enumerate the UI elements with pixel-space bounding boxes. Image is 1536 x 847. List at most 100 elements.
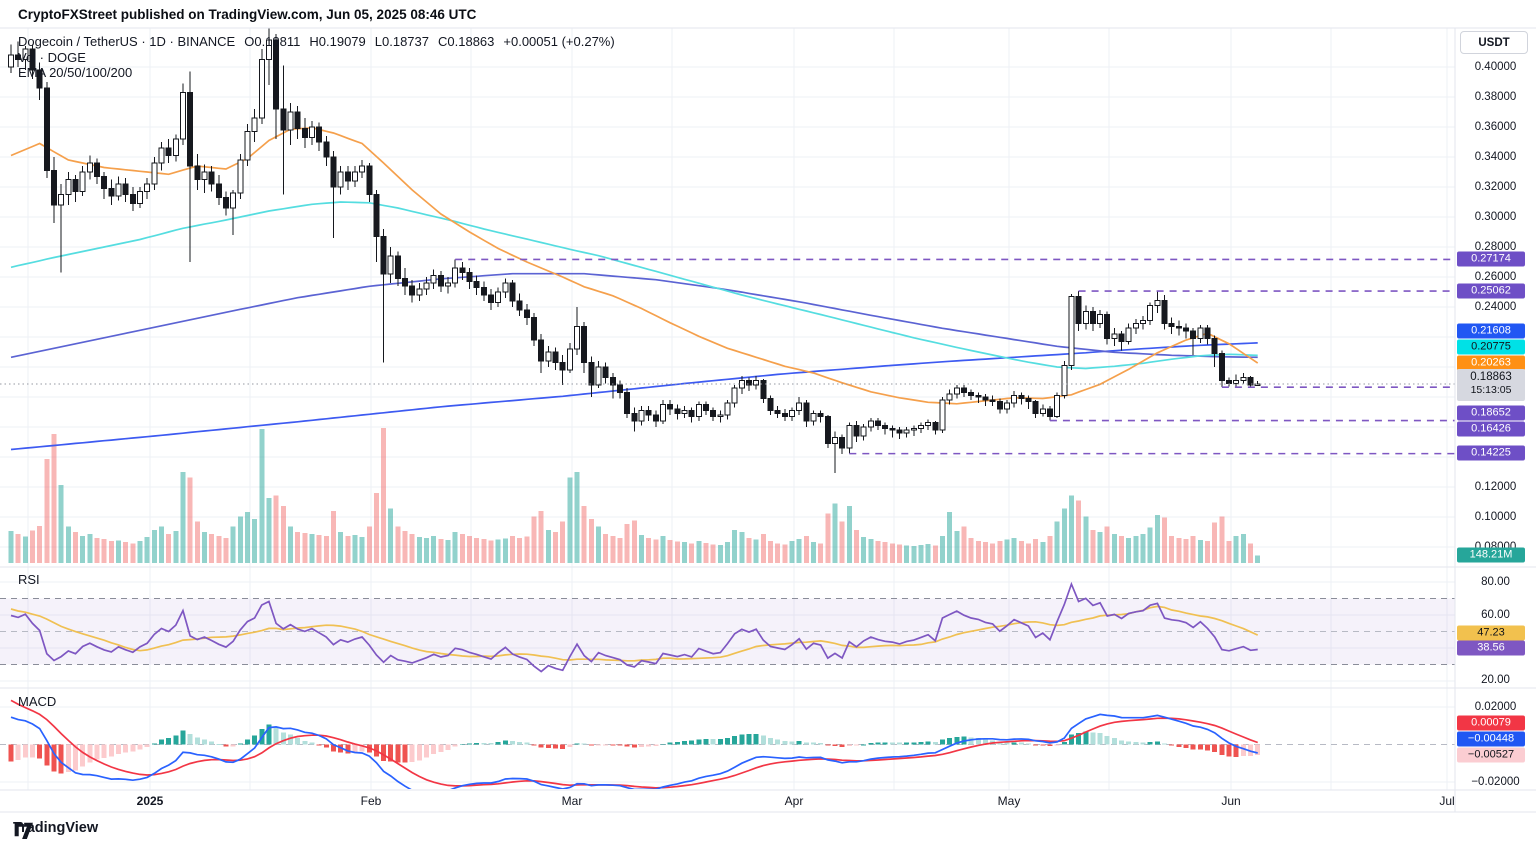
- volume-bar: [739, 531, 745, 563]
- macd-histogram-bar: [266, 724, 272, 745]
- volume-bar: [80, 536, 86, 563]
- candle: [674, 408, 681, 414]
- volume-bar: [660, 536, 666, 563]
- candle: [638, 410, 645, 422]
- macd-pane-label[interactable]: MACD: [18, 694, 57, 709]
- volume-bar: [725, 542, 730, 563]
- volume-bar: [674, 541, 680, 563]
- volume-bar: [402, 530, 408, 563]
- volume-bar: [710, 544, 716, 563]
- macd-histogram-bar: [201, 739, 207, 745]
- macd-histogram-bar: [653, 744, 659, 746]
- tradingview-logo-icon: [14, 822, 33, 839]
- volume-bar: [1154, 515, 1160, 563]
- candle: [681, 410, 688, 414]
- current-price-badge: 0.18863 15:13:05: [1457, 369, 1525, 401]
- candle: [566, 348, 573, 371]
- candle: [645, 410, 652, 416]
- candle: [946, 393, 953, 401]
- volume-bar: [158, 526, 164, 563]
- volume-bar: [574, 472, 580, 563]
- candle: [244, 131, 251, 161]
- candle: [144, 183, 151, 192]
- volume-bar: [416, 537, 422, 563]
- candle: [817, 413, 824, 417]
- macd-histogram-bar: [1197, 744, 1203, 750]
- macd-histogram-bar: [352, 744, 358, 753]
- volume-bar: [1126, 538, 1132, 563]
- currency-toggle-button[interactable]: USDT: [1460, 31, 1528, 54]
- candle: [1161, 299, 1168, 324]
- volume-bar: [1219, 516, 1225, 563]
- macd-histogram-bar: [223, 744, 229, 747]
- candle: [416, 288, 423, 296]
- candle: [982, 396, 989, 401]
- candle: [824, 416, 831, 444]
- macd-histogram-bar: [1147, 742, 1153, 745]
- candle: [1054, 395, 1061, 417]
- macd-histogram-bar: [438, 744, 444, 753]
- volume-bar: [717, 544, 723, 563]
- macd-histogram-bar: [567, 744, 573, 747]
- volume-bar: [990, 543, 996, 563]
- macd-histogram-bar: [646, 744, 652, 747]
- volume-bar: [1018, 541, 1024, 563]
- macd-histogram-bar: [29, 744, 35, 758]
- ema-legend[interactable]: EMA 20/50/100/200: [18, 65, 132, 80]
- macd-histogram-bar: [925, 741, 931, 745]
- macd-histogram-bar: [381, 744, 387, 761]
- volume-bar: [911, 545, 917, 563]
- volume-bar: [216, 536, 222, 563]
- macd-histogram-bar: [130, 744, 136, 752]
- axis-value-badge: 0.20775: [1457, 339, 1525, 355]
- macd-histogram-bar: [932, 741, 938, 745]
- macd-histogram-bar: [467, 743, 473, 745]
- macd-histogram-bar: [8, 744, 14, 762]
- axis-tick-label: 0.40000: [1474, 61, 1517, 73]
- candle: [781, 413, 788, 417]
- axis-tick-label: 0.10000: [1474, 511, 1517, 523]
- volume-bar: [488, 540, 494, 563]
- volume-bar: [617, 538, 623, 563]
- rsi-pane-label[interactable]: RSI: [18, 572, 40, 587]
- symbol-legend[interactable]: Dogecoin / TetherUS · 1D · BINANCE O0.18…: [18, 34, 615, 49]
- macd-histogram-bar: [918, 741, 924, 745]
- candle: [903, 429, 910, 434]
- macd-histogram-bar: [947, 738, 953, 745]
- volume-bar: [1097, 531, 1103, 563]
- macd-histogram-bar: [416, 744, 422, 761]
- macd-histogram-bar: [1054, 744, 1060, 746]
- volume-bar: [624, 524, 630, 563]
- volume-bar: [259, 429, 265, 563]
- volume-legend[interactable]: Vol · DOGE: [18, 50, 86, 65]
- macd-histogram-bar: [803, 742, 809, 745]
- volume-bar: [997, 541, 1003, 563]
- macd-histogram-bar: [287, 734, 293, 745]
- macd-histogram-bar: [631, 744, 637, 748]
- volume-bar: [918, 544, 924, 563]
- tradingview-attribution[interactable]: TradingView: [13, 820, 98, 839]
- volume-bar: [173, 530, 179, 563]
- macd-histogram-bar: [402, 744, 408, 763]
- volume-bar: [15, 533, 21, 563]
- candle: [387, 255, 394, 275]
- macd-histogram-bar: [22, 744, 28, 758]
- time-axis-label: Mar: [561, 794, 583, 808]
- candle: [602, 366, 609, 378]
- axis-tick-label: −0.02000: [1471, 776, 1520, 788]
- volume-bar: [366, 526, 372, 563]
- candle: [366, 165, 373, 195]
- axis-value-badge: 0.20263: [1457, 355, 1525, 371]
- macd-histogram-bar: [37, 744, 43, 759]
- volume-bar: [1140, 533, 1146, 563]
- candle: [22, 48, 29, 60]
- volume-bar: [538, 511, 544, 563]
- candle: [258, 59, 265, 119]
- macd-histogram-bar: [1233, 744, 1239, 757]
- candle: [330, 156, 337, 188]
- symbol-title[interactable]: Dogecoin / TetherUS · 1D · BINANCE: [18, 34, 236, 49]
- macd-histogram-bar: [889, 742, 895, 745]
- macd-histogram-bar: [495, 742, 501, 745]
- macd-histogram-bar: [166, 737, 172, 745]
